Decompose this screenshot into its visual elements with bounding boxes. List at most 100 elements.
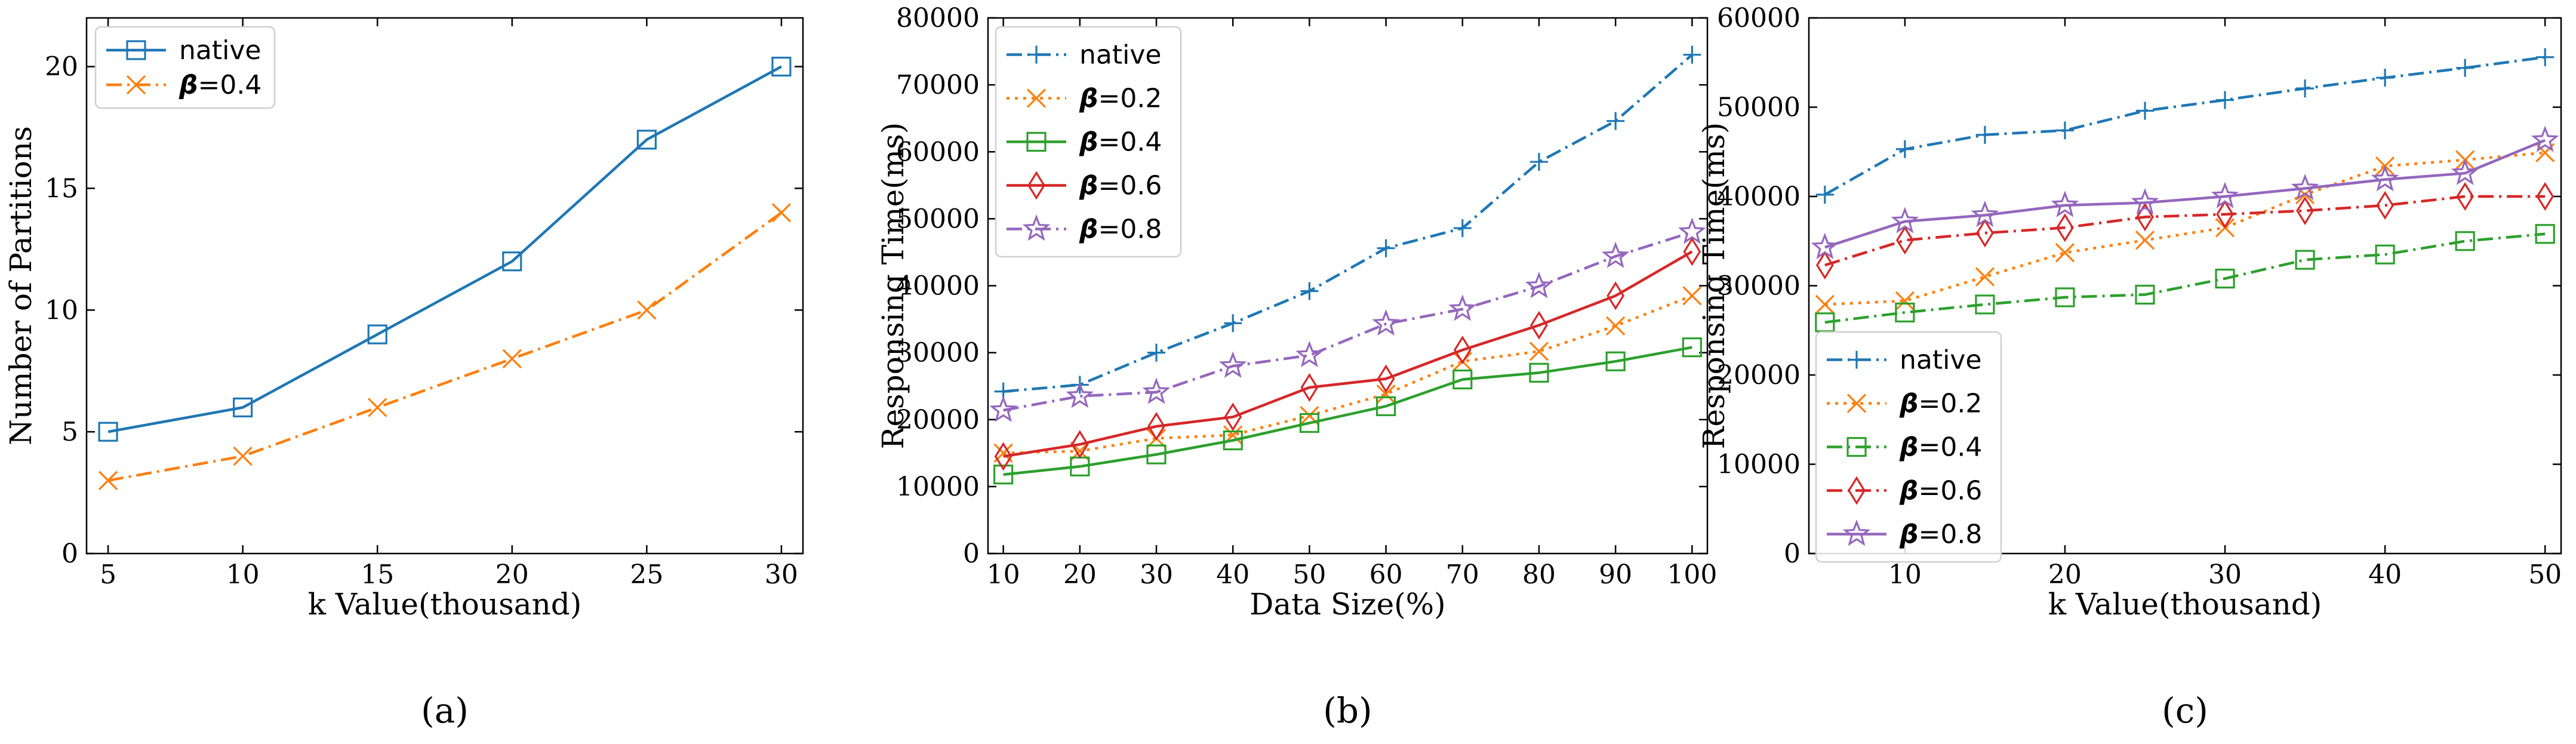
- series-line: [1824, 56, 2546, 196]
- data-point-marker: [2216, 199, 2234, 229]
- x-tick-label: 25: [630, 559, 663, 590]
- legend: native β=0.2 β=0.4 β=0.6 β=0.8: [995, 26, 1182, 258]
- series-line: [1824, 139, 2546, 249]
- series-line: [1003, 294, 1693, 455]
- x-tick-label: 10: [226, 559, 260, 590]
- data-point-marker: [1975, 294, 1995, 315]
- data-point-marker: [2455, 231, 2475, 251]
- legend-marker: [1027, 45, 1045, 64]
- data-point-marker: [1146, 444, 1167, 465]
- data-point-marker: [1601, 241, 1630, 268]
- x-tick-label: 30: [1140, 559, 1173, 590]
- x-axis-label: k Value(thousand): [2048, 587, 2322, 622]
- data-point-marker: [233, 397, 253, 417]
- data-point-marker: [1224, 402, 1242, 432]
- legend-label: native: [1079, 40, 1161, 70]
- data-point-marker: [1529, 153, 1548, 171]
- series-line: [1824, 195, 2546, 267]
- x-tick-label: 40: [2368, 559, 2402, 590]
- series-5: [1811, 125, 2559, 260]
- data-point-marker: [1975, 267, 1995, 287]
- data-point-marker: [98, 422, 118, 442]
- x-tick-label: 20: [2048, 559, 2082, 590]
- data-point-marker: [2135, 102, 2154, 120]
- series-line: [1824, 232, 2546, 324]
- data-point-marker: [1976, 219, 1994, 248]
- data-point-marker: [367, 324, 387, 345]
- x-tick-label: 10: [987, 559, 1020, 590]
- series-1: [994, 45, 1701, 401]
- data-point-marker: [368, 398, 387, 417]
- data-point-marker: [1147, 343, 1166, 362]
- y-tick-label: 70000: [896, 70, 980, 100]
- data-point-marker: [2131, 188, 2159, 215]
- chart-panel-3: 10 20 30 40 50 0 10000 20000 30000 40000 50000 6000…: [1697, 3, 2562, 731]
- data-point-marker: [233, 446, 253, 466]
- data-point-marker: [1682, 286, 1702, 306]
- x-tick-label: 30: [765, 559, 798, 590]
- series-4: [994, 237, 1701, 471]
- data-point-marker: [2295, 250, 2315, 270]
- data-point-marker: [1811, 232, 1839, 260]
- legend-label: β=0.6: [1079, 171, 1162, 201]
- data-point-marker: [2135, 284, 2155, 305]
- series-4: [1815, 182, 2555, 280]
- data-point-marker: [1815, 294, 1835, 315]
- x-tick-label: 5: [100, 559, 116, 590]
- x-tick-label: 50: [2528, 559, 2562, 590]
- legend-marker: [1848, 476, 1866, 505]
- data-point-marker: [1529, 342, 1549, 361]
- y-tick-label: 30000: [896, 338, 980, 368]
- data-point-marker: [2536, 48, 2555, 66]
- data-point-marker: [1300, 373, 1319, 402]
- legend-marker: [1026, 88, 1047, 108]
- legend-marker: [126, 75, 146, 95]
- series-5: [989, 217, 1706, 422]
- legend-label: native: [179, 35, 261, 66]
- data-point-marker: [1070, 430, 1089, 459]
- series-2: [993, 286, 1702, 463]
- data-point-marker: [1224, 314, 1242, 333]
- data-point-marker: [2056, 213, 2074, 242]
- x-axis-label: Data Size(%): [1249, 587, 1445, 622]
- y-tick-label: 0: [61, 539, 78, 569]
- data-point-marker: [2055, 243, 2075, 263]
- data-point-marker: [2456, 182, 2475, 211]
- y-tick-label: 30000: [1717, 271, 1801, 302]
- data-point-marker: [502, 349, 522, 368]
- data-point-marker: [2371, 165, 2399, 192]
- data-point-marker: [2211, 182, 2239, 208]
- data-point-marker: [98, 471, 118, 490]
- y-tick-label: 0: [963, 539, 980, 569]
- x-tick-label: 70: [1446, 559, 1479, 590]
- legend-label: β=0.6: [1899, 476, 1982, 506]
- series-1: [1815, 48, 2555, 204]
- y-tick-label: 10000: [896, 472, 980, 502]
- data-point-marker: [502, 251, 522, 272]
- data-point-marker: [2296, 79, 2315, 98]
- panel-label: (a): [421, 690, 469, 731]
- data-point-marker: [1377, 239, 1395, 257]
- series-3: [993, 337, 1702, 485]
- data-point-marker: [1525, 272, 1553, 299]
- data-point-marker: [637, 300, 657, 320]
- x-tick-label: 60: [1369, 559, 1403, 590]
- data-point-marker: [1606, 281, 1625, 310]
- data-point-marker: [1529, 362, 1549, 383]
- legend-marker: [1022, 214, 1051, 241]
- data-point-marker: [771, 56, 792, 77]
- legend-label: β=0.4: [178, 70, 261, 100]
- data-point-marker: [2375, 244, 2395, 265]
- data-point-marker: [1815, 251, 1834, 280]
- data-point-marker: [2215, 268, 2235, 289]
- legend-marker: [1842, 519, 1871, 546]
- y-tick-label: 20000: [896, 405, 980, 435]
- legend-label: β=0.2: [1079, 84, 1162, 114]
- x-tick-label: 30: [2208, 559, 2242, 590]
- legend-box: [1815, 331, 2002, 563]
- data-point-marker: [994, 442, 1012, 471]
- data-point-marker: [1683, 45, 1701, 64]
- data-point-marker: [1223, 430, 1243, 451]
